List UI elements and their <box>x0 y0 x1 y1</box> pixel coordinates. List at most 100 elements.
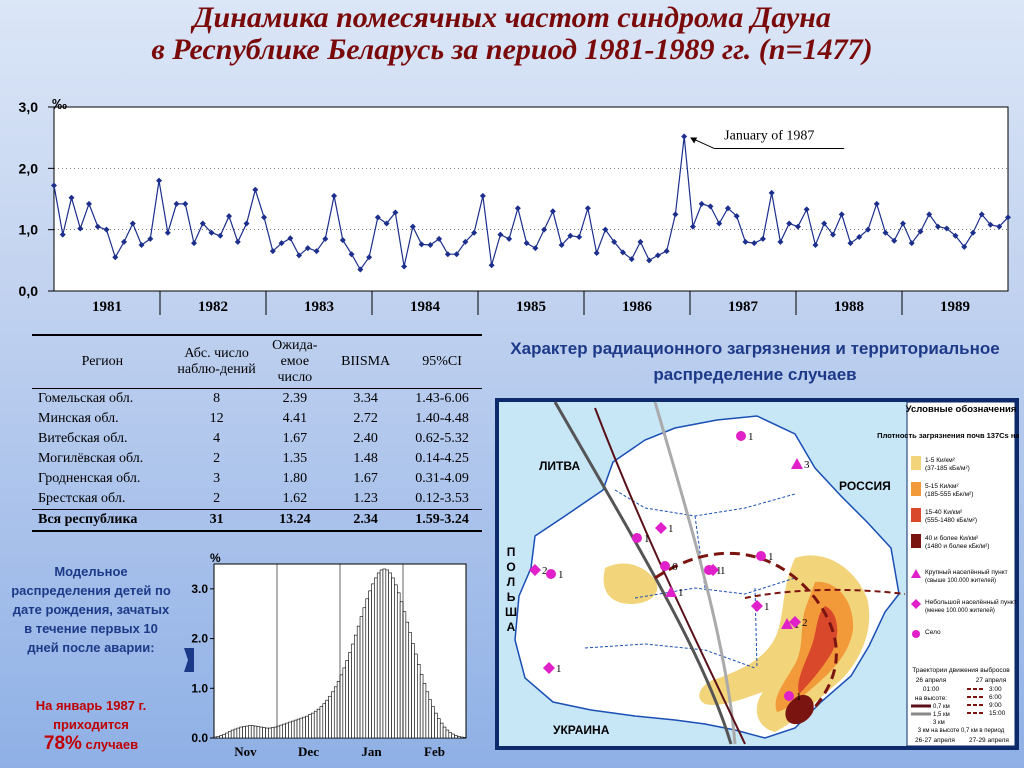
data-point <box>821 220 828 227</box>
histogram-bar <box>276 725 281 739</box>
histogram-bar <box>391 577 395 739</box>
histogram-bar <box>219 735 223 739</box>
histogram-bar <box>362 607 367 739</box>
data-point <box>978 211 985 218</box>
histogram-bar <box>333 686 338 739</box>
header-biisma: BIISMA <box>341 354 391 369</box>
map-marker-circle <box>756 551 766 561</box>
map-marker-count: 1 <box>716 565 722 577</box>
legend-time-label: 6:00 <box>989 694 1002 701</box>
table-row: Гродненская обл. 3 1.80 1.67 0.31-4.09 <box>32 469 482 489</box>
data-point <box>51 182 57 189</box>
histogram-bar <box>408 632 412 739</box>
histogram-bar <box>434 712 438 739</box>
legend-time-left: 01:00 <box>923 686 940 693</box>
monthly-frequency-chart: 0,0 1,0 2,0 3,0 ‰ 1981 1982 1983 1984 1985 1986 198… <box>19 96 1011 315</box>
table-row: Минская обл. 12 4.41 2.72 1.40-4.48 <box>32 409 482 429</box>
country-russia: РОССИЯ <box>839 479 891 493</box>
x-month-label: Feb <box>424 744 445 759</box>
data-point <box>663 248 670 255</box>
data-point <box>926 211 933 218</box>
data-point <box>138 242 145 248</box>
table-cell: Могилёвская обл. <box>38 451 144 466</box>
histogram-bar <box>279 724 284 739</box>
zone-15-40 <box>798 606 838 694</box>
data-point <box>164 229 171 236</box>
map-title: Характер радиационного загрязнения и тер… <box>510 339 1000 384</box>
plot-area <box>54 107 1008 291</box>
data-point <box>768 189 775 196</box>
data-point <box>567 232 574 239</box>
legend-density-label: 40 и более Ки/км² <box>925 534 979 542</box>
map-marker-circle <box>660 561 670 571</box>
data-point <box>952 232 959 239</box>
histogram-bar <box>242 726 246 739</box>
histogram-bar <box>385 569 389 739</box>
histogram-bar <box>288 721 292 739</box>
table-cell: 0.31-4.09 <box>415 471 469 486</box>
legend-heights: 0,7 км 1,5 км 3 км <box>911 704 950 726</box>
legend-density-sublabel: (1480 и более кБк/м²) <box>925 542 989 550</box>
histogram-bar <box>454 735 458 739</box>
histogram-y-unit: % <box>210 551 221 565</box>
histogram-bar <box>428 699 432 739</box>
diamond-icon <box>911 599 921 609</box>
data-point <box>401 263 408 270</box>
january-percent: 78% <box>43 733 82 754</box>
table-total-cell: 2.34 <box>329 509 403 532</box>
map-marker-count: 2 <box>542 565 548 577</box>
legend-density-sublabel: (37-185 кБк/м²) <box>925 465 970 472</box>
january-summary: На январь 1987 г. приходится 78% случаев <box>8 696 174 754</box>
table-cell: Гродненская обл. <box>38 471 141 486</box>
histogram-bar <box>222 734 226 739</box>
legend-settlement-sublabel: (менее 100.000 жителей) <box>925 607 995 614</box>
table-cell: 1.35 <box>282 451 308 466</box>
data-point <box>829 231 836 238</box>
data-point <box>777 238 784 245</box>
histogram-bar <box>313 710 318 739</box>
data-point <box>873 200 880 207</box>
histogram-bar <box>379 569 384 739</box>
data-point <box>191 240 198 247</box>
data-point <box>383 220 390 227</box>
legend-settlements: Крупный населённый пункт(свыше 100.000 ж… <box>911 568 1017 638</box>
x-month-label: Dec <box>298 744 319 759</box>
histogram-bar <box>216 736 221 739</box>
x-year-label: 1982 <box>198 299 228 315</box>
histogram-bar <box>239 726 243 739</box>
table-cell: 0.12-3.53 <box>415 491 469 506</box>
plot-border <box>53 106 1009 292</box>
x-year-label: 1983 <box>304 299 334 315</box>
legend-time-label: 15:00 <box>989 710 1006 717</box>
map-marker-count: 1 <box>748 431 754 443</box>
data-point <box>453 251 460 258</box>
data-point <box>156 177 163 184</box>
table-cell: Витебская обл. <box>38 431 128 446</box>
title-line-1: Динамика помесячных частот синдрома Даун… <box>193 1 831 34</box>
data-point <box>261 214 268 221</box>
map-markers: 1311216111111211 <box>529 431 810 703</box>
regional-table: Регион Абс. число наблю-дений Ожида-емое… <box>32 334 482 532</box>
data-point <box>182 200 189 207</box>
legend-density-label: 5-15 Ки/км² <box>925 483 959 490</box>
circle-icon <box>912 630 920 638</box>
country-poland-letter: Ь <box>507 590 516 604</box>
map-marker-diamond <box>789 616 801 628</box>
histogram-bar <box>328 695 332 739</box>
legend-settlement-label: Село <box>925 629 941 636</box>
data-point <box>637 238 644 245</box>
x-month-label: Jan <box>361 744 382 759</box>
data-point <box>812 242 819 248</box>
data-point <box>794 223 801 230</box>
table-total-cell: 13.24 <box>260 509 330 532</box>
map-marker-count: 1 <box>668 523 674 535</box>
table-cell: 2.39 <box>282 391 308 406</box>
table-cell: 2 <box>213 491 221 506</box>
map-marker-diamond <box>655 522 667 534</box>
data-point <box>681 133 688 140</box>
table-cell: 1.40-4.48 <box>415 411 469 426</box>
histogram-bar <box>282 723 286 739</box>
data-point <box>147 235 154 242</box>
data-point <box>856 234 863 241</box>
